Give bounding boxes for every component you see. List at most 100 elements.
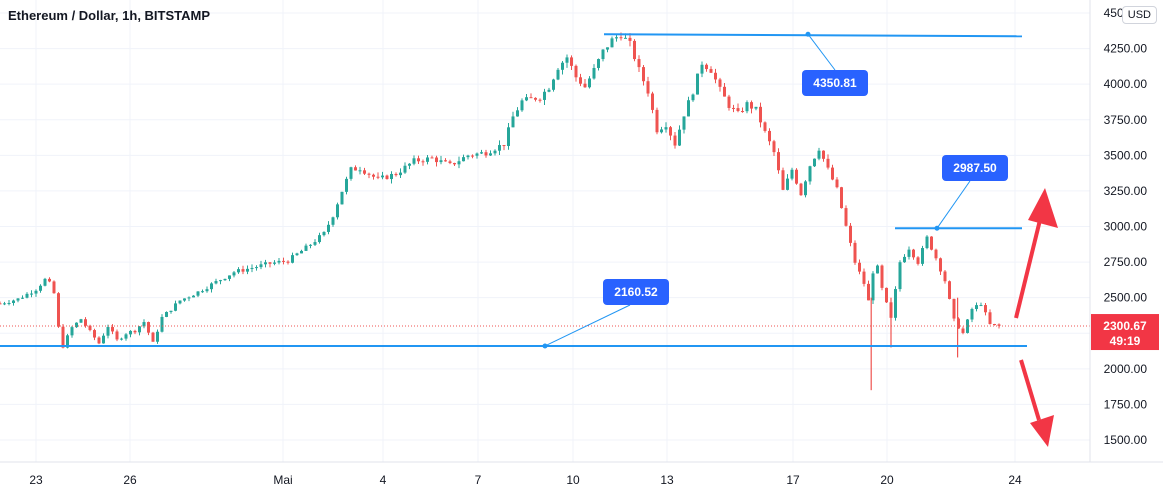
candle-body xyxy=(903,256,906,263)
candle-body xyxy=(462,157,465,162)
candle-body xyxy=(844,208,848,226)
price-tick-label: 3250.00 xyxy=(1104,184,1148,198)
price-tick-label: 3000.00 xyxy=(1104,220,1148,234)
candle-body xyxy=(925,236,929,249)
candle-body xyxy=(57,293,60,327)
candle-body xyxy=(273,262,276,264)
candle-body xyxy=(790,169,794,179)
candle-body xyxy=(574,65,578,78)
candle-body xyxy=(363,170,366,174)
price-level-label-box xyxy=(942,155,1008,181)
candle-body xyxy=(48,278,51,282)
candle-body xyxy=(399,172,402,176)
candle-body xyxy=(763,122,767,131)
price-level-callout xyxy=(807,33,836,71)
price-level-callout xyxy=(936,180,971,229)
candle-body xyxy=(88,325,92,331)
price-tick-label: 1750.00 xyxy=(1104,397,1148,411)
candle-body xyxy=(52,281,56,294)
candle-body xyxy=(327,224,330,232)
candle-body xyxy=(777,152,780,171)
candle-body xyxy=(21,297,24,299)
candle-body xyxy=(138,326,141,333)
candle-body xyxy=(952,298,956,319)
candle-body xyxy=(259,264,263,268)
candle-body xyxy=(250,267,254,269)
candle-body xyxy=(664,127,668,130)
candle-body xyxy=(421,161,425,163)
candle-body xyxy=(808,166,812,182)
candle-body xyxy=(885,287,888,303)
up-arrow-head xyxy=(1028,188,1058,228)
candle-body xyxy=(300,250,303,254)
candle-body xyxy=(426,157,429,162)
candle-body xyxy=(66,335,69,348)
candle-body xyxy=(768,130,771,142)
candle-body xyxy=(475,153,479,156)
candle-body xyxy=(534,97,537,100)
candle-body xyxy=(106,327,110,336)
candle-body xyxy=(822,150,825,159)
candle-body xyxy=(228,275,231,279)
candle-body xyxy=(219,280,222,282)
candle-body xyxy=(376,176,380,178)
candle-body xyxy=(916,257,920,264)
candle-body xyxy=(795,169,798,184)
candle-body xyxy=(232,272,236,276)
candle-body xyxy=(25,293,29,298)
candle-body xyxy=(687,100,690,117)
down-arrow-shaft xyxy=(1019,359,1041,421)
candle-body xyxy=(133,330,137,333)
candle-body xyxy=(601,49,605,60)
candle-body xyxy=(178,300,182,304)
candle-body xyxy=(255,267,258,269)
candle-body xyxy=(214,281,218,284)
candle-body xyxy=(115,331,119,340)
candle-body xyxy=(772,141,776,153)
candle-body xyxy=(156,331,159,342)
candle-body xyxy=(174,303,177,311)
candle-body xyxy=(336,204,339,218)
candle-body xyxy=(669,127,672,136)
candle-body xyxy=(439,160,443,163)
candle-body xyxy=(745,102,749,112)
candle-body xyxy=(502,145,506,147)
time-axis[interactable]: 23 26 Mai 4 7 10 13 17 20 24 xyxy=(0,461,1163,487)
candle-body xyxy=(210,283,213,290)
candle-body xyxy=(835,179,839,188)
price-tag-countdown: 49:19 xyxy=(1110,334,1141,348)
price-level-anchor[interactable] xyxy=(542,343,548,349)
candle-body xyxy=(160,316,164,332)
time-tick-label: Mai xyxy=(273,473,292,487)
candle-body xyxy=(511,116,515,128)
candle-body xyxy=(39,285,42,291)
candle-body xyxy=(898,262,902,290)
candle-body xyxy=(394,173,398,176)
currency-button[interactable]: USD xyxy=(1121,6,1157,24)
time-tick-label: 4 xyxy=(380,473,387,487)
candle-body xyxy=(880,265,884,288)
candle-body xyxy=(381,175,384,178)
candle-body xyxy=(385,175,389,180)
candle-body xyxy=(831,167,834,180)
candle-body xyxy=(345,178,348,192)
price-level-lines[interactable]: 4350.81 2987.50 2160.52 xyxy=(0,31,1090,349)
candle-body xyxy=(75,322,78,328)
candle-body xyxy=(147,322,150,333)
candle-body xyxy=(988,312,992,325)
price-level-line[interactable] xyxy=(603,33,1023,38)
chart-grid xyxy=(0,0,1090,462)
price-level-anchor[interactable] xyxy=(934,225,940,231)
candlestick-series xyxy=(0,32,1001,391)
price-level-anchor[interactable] xyxy=(805,31,811,37)
candle-body xyxy=(907,249,911,257)
candle-body xyxy=(93,330,96,338)
candle-body xyxy=(979,305,983,307)
price-axis[interactable]: 4500.004250.004000.003750.003500.003250.… xyxy=(1089,0,1148,462)
candle-body xyxy=(367,173,371,175)
price-tick-label: 1500.00 xyxy=(1104,433,1148,447)
candle-body xyxy=(547,89,551,92)
price-tick-label: 2000.00 xyxy=(1104,362,1148,376)
candle-body xyxy=(16,298,20,301)
